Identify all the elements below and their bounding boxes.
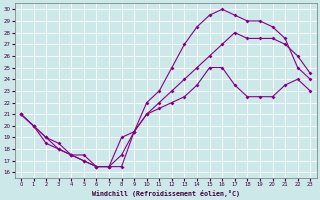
X-axis label: Windchill (Refroidissement éolien,°C): Windchill (Refroidissement éolien,°C): [92, 190, 240, 197]
